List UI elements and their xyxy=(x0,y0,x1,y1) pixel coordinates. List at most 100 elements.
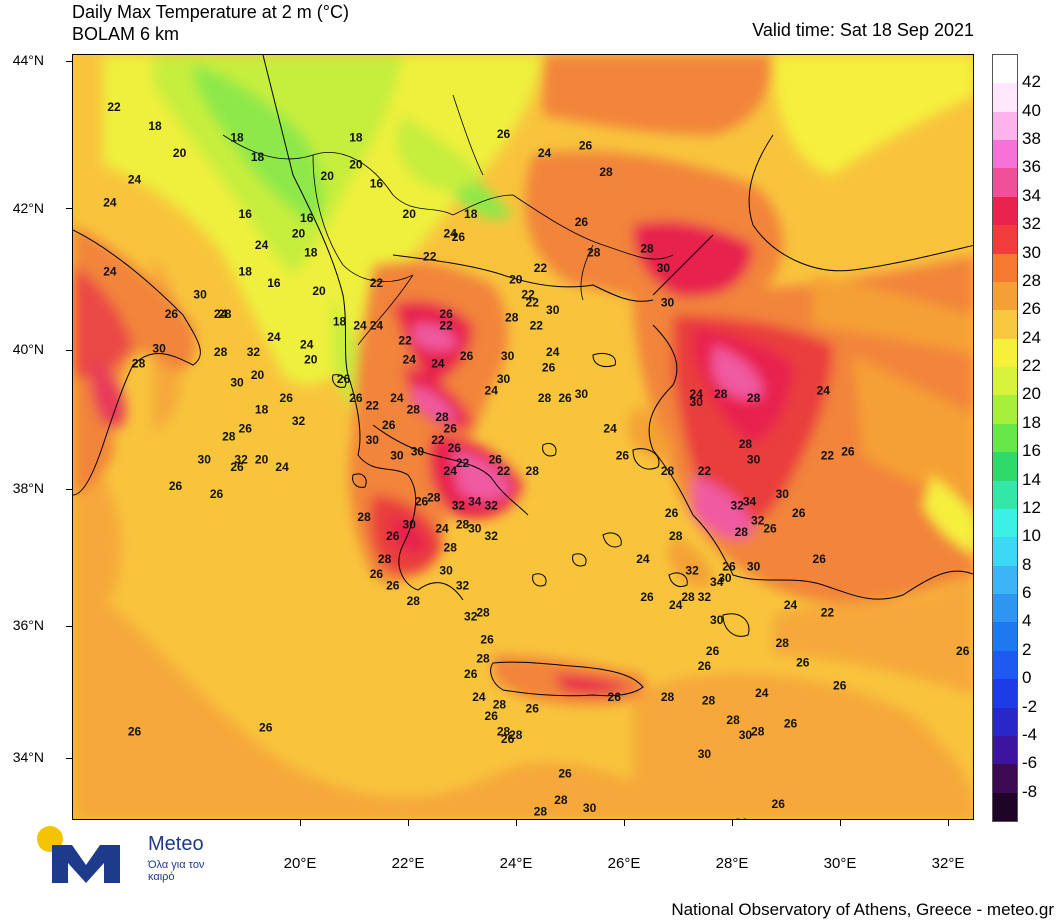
lon-tick xyxy=(840,820,841,826)
contour-label: 28 xyxy=(534,805,548,819)
contour-label: 18 xyxy=(255,403,269,417)
contour-label: 30 xyxy=(583,801,597,815)
contour-label: 28 xyxy=(509,728,523,742)
contour-label: 28 xyxy=(681,590,695,604)
meteo-logo: Meteo Όλα για τον καιρό xyxy=(36,825,226,885)
contour-label: 18 xyxy=(464,207,478,221)
contour-label: 32 xyxy=(452,498,466,512)
colorbar-cell xyxy=(993,196,1017,226)
contour-label: 26 xyxy=(452,230,466,244)
colorbar-label: -8 xyxy=(1022,781,1038,801)
colorbar-cell xyxy=(993,594,1017,623)
contour-label: 26 xyxy=(448,441,462,455)
contour-label: 22 xyxy=(456,456,470,470)
contour-label: 22 xyxy=(439,318,453,332)
contour-label: 18 xyxy=(349,131,363,145)
contour-label: 26 xyxy=(489,452,503,466)
contour-label: 22 xyxy=(821,606,835,620)
colorbar-cell xyxy=(993,565,1017,595)
contour-label: 22 xyxy=(698,464,712,478)
contour-label: 28 xyxy=(476,606,490,620)
lon-label-24: 24°E xyxy=(499,855,533,872)
contour-label: 24 xyxy=(538,146,552,160)
contour-label: 24 xyxy=(128,173,142,187)
contour-label: 18 xyxy=(148,119,162,133)
contour-label: 22 xyxy=(423,249,437,263)
contour-label: 30 xyxy=(657,261,671,275)
contour-label: 18 xyxy=(304,246,318,260)
contour-label: 24 xyxy=(300,337,314,351)
contour-label: 26 xyxy=(464,667,478,681)
colorbar-label: 28 xyxy=(1022,270,1041,290)
colorbar-cell xyxy=(993,423,1017,453)
contour-label: 28 xyxy=(476,652,490,666)
lat-label-38: 38°N xyxy=(12,480,44,496)
contour-label: 26 xyxy=(698,659,712,673)
contour-label: 26 xyxy=(386,579,400,593)
contour-label: 28 xyxy=(599,165,613,179)
lat-tick xyxy=(66,208,72,209)
contour-label: 24 xyxy=(817,383,831,397)
colorbar-label: -6 xyxy=(1022,753,1038,773)
contour-label: 18 xyxy=(239,265,253,279)
contour-label: 26 xyxy=(813,552,827,566)
temperature-map: 22 18 20 24 24 24 24 18 18 16 20 18 24 20 20 16 16 18 24 20… xyxy=(72,54,974,820)
country-borders xyxy=(222,94,674,346)
contour-label: 24 xyxy=(275,460,289,474)
contour-label: 18 xyxy=(251,150,265,164)
colorbar-label: 10 xyxy=(1022,526,1041,546)
contour-label: 30 xyxy=(747,452,761,466)
contour-label: 16 xyxy=(239,207,253,221)
contour-label: 26 xyxy=(415,494,429,508)
contour-label: 18 xyxy=(333,314,347,328)
footer-credit: National Observatory of Athens, Greece -… xyxy=(671,900,1054,919)
contour-label: 30 xyxy=(390,449,404,463)
contour-label: 26 xyxy=(501,732,515,746)
contour-label: 28 xyxy=(587,246,601,260)
contour-label: 28 xyxy=(497,724,511,738)
contour-label: 22 xyxy=(526,295,540,309)
lon-tick xyxy=(408,820,409,826)
contour-label: 28 xyxy=(456,517,470,531)
colorbar-label: 12 xyxy=(1022,497,1041,517)
colorbar-label: 24 xyxy=(1022,327,1041,347)
lon-label-32: 32°E xyxy=(931,855,965,872)
contour-label: 26 xyxy=(169,479,183,493)
contour-label: 24 xyxy=(603,422,617,436)
lon-tick xyxy=(516,820,517,826)
contour-label: 30 xyxy=(690,395,704,409)
contour-label: 28 xyxy=(407,403,421,417)
model-subtitle: BOLAM 6 km xyxy=(72,24,180,44)
contour-label: 26 xyxy=(497,127,511,141)
contour-label: 28 xyxy=(538,391,552,405)
colorbar-cell xyxy=(993,764,1017,794)
contour-label: 26 xyxy=(558,391,572,405)
contour-label: 26 xyxy=(579,138,593,152)
contour-label: 28 xyxy=(751,724,765,738)
contour-label: 26 xyxy=(640,590,654,604)
contour-label: 20 xyxy=(349,157,363,171)
contour-label: 26 xyxy=(165,307,179,321)
contour-label: 22 xyxy=(821,449,835,463)
contour-label: 26 xyxy=(210,487,224,501)
contour-label: 32 xyxy=(292,414,306,428)
contour-label: 32 xyxy=(685,563,699,577)
colorbar-cell xyxy=(993,537,1017,567)
lon-tick xyxy=(300,820,301,826)
map-canvas: 2218202424242418181620182420201616182420… xyxy=(73,55,973,819)
contour-label: 22 xyxy=(534,261,548,275)
lon-label-28: 28°E xyxy=(715,855,749,872)
contour-label: 26 xyxy=(480,632,494,646)
contour-label: 28 xyxy=(702,694,716,708)
contour-label: 30 xyxy=(501,349,515,363)
contour-label: 26 xyxy=(370,567,384,581)
contour-label: 22 xyxy=(107,100,121,114)
contour-label: 22 xyxy=(521,288,535,302)
contour-label: 26 xyxy=(128,724,142,738)
contour-label: 24 xyxy=(636,552,650,566)
contour-label: 32 xyxy=(456,579,470,593)
colorbar-cell xyxy=(993,225,1017,255)
contour-label: 24 xyxy=(214,307,228,321)
logo-tagline: Όλα για τον καιρό xyxy=(148,859,205,883)
contour-label: 28 xyxy=(444,540,458,554)
